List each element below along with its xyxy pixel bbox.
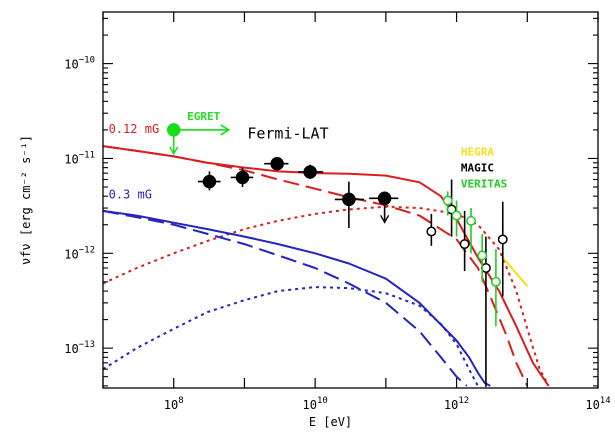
tick-exponent: −11 bbox=[79, 150, 95, 160]
filled-marker bbox=[202, 174, 217, 189]
open-marker bbox=[466, 215, 476, 226]
tick-exponent: −12 bbox=[79, 245, 95, 255]
filled-marker bbox=[270, 156, 284, 171]
series-line-6 bbox=[502, 256, 529, 287]
tick-exponent: −10 bbox=[79, 56, 95, 66]
data-point-16 bbox=[490, 249, 501, 327]
filled-marker bbox=[166, 123, 181, 137]
filled-marker bbox=[342, 192, 356, 207]
plot-frame bbox=[102, 11, 599, 389]
model-curves bbox=[102, 145, 550, 387]
data-point-4 bbox=[297, 164, 324, 179]
open-marker bbox=[451, 210, 462, 221]
tick-base: 10 bbox=[302, 398, 316, 412]
tick-base: 10 bbox=[64, 247, 78, 261]
tick-exponent: −13 bbox=[79, 340, 95, 350]
data-point-2 bbox=[230, 167, 254, 188]
tick-base: 10 bbox=[64, 58, 78, 72]
tick-base: 10 bbox=[585, 398, 599, 412]
tick-exponent: 8 bbox=[178, 396, 183, 406]
x-tick-label: 1010 bbox=[302, 396, 327, 412]
instrument-label: VERITAS bbox=[461, 177, 507, 190]
data-point-12 bbox=[442, 191, 453, 216]
curve-label: 0.12 mG bbox=[109, 122, 160, 136]
tick-base: 10 bbox=[444, 398, 458, 412]
series-line-2 bbox=[102, 205, 550, 387]
x-tick-label: 1014 bbox=[585, 396, 610, 412]
instrument-label: MAGIC bbox=[461, 161, 494, 174]
data-point-6 bbox=[369, 191, 399, 224]
series-line-3 bbox=[102, 209, 491, 387]
upper-limit-arrow-icon bbox=[169, 146, 179, 156]
tick-base: 10 bbox=[64, 152, 78, 166]
data-points bbox=[166, 123, 508, 387]
upper-limit-arrow-icon bbox=[379, 214, 390, 224]
data-point-14 bbox=[466, 208, 476, 254]
open-marker bbox=[459, 239, 470, 250]
tick-base: 10 bbox=[64, 342, 78, 356]
y-tick-label: 10−12 bbox=[64, 245, 95, 261]
data-point-8 bbox=[446, 179, 457, 237]
x-tick-label: 1012 bbox=[444, 396, 469, 412]
data-point-3 bbox=[264, 156, 289, 171]
instrument-label: EGRET bbox=[187, 110, 220, 123]
axis-ticks bbox=[102, 12, 599, 388]
open-marker bbox=[426, 226, 437, 237]
data-point-5 bbox=[334, 181, 364, 228]
x-axis-label: E [eV] bbox=[309, 415, 352, 429]
open-marker bbox=[477, 250, 488, 261]
filled-marker bbox=[235, 170, 250, 185]
open-marker bbox=[442, 195, 453, 206]
data-point-15 bbox=[477, 233, 488, 282]
open-marker bbox=[490, 276, 501, 287]
series-line-5 bbox=[102, 286, 479, 387]
filled-marker bbox=[303, 165, 317, 179]
open-marker bbox=[480, 263, 491, 273]
y-tick-label: 10−11 bbox=[64, 150, 95, 166]
data-point-11 bbox=[497, 201, 508, 297]
data-point-13 bbox=[451, 200, 462, 237]
x-arrow-icon bbox=[220, 124, 231, 136]
data-point-9 bbox=[459, 210, 470, 272]
instrument-label: HEGRA bbox=[461, 145, 494, 158]
filled-marker bbox=[377, 191, 392, 206]
y-tick-label: 10−10 bbox=[64, 56, 95, 72]
x-tick-label: 108 bbox=[164, 396, 184, 412]
tick-exponent: 14 bbox=[600, 396, 611, 406]
tick-exponent: 10 bbox=[317, 396, 328, 406]
data-point-1 bbox=[197, 171, 221, 191]
y-tick-label: 10−13 bbox=[64, 340, 95, 356]
y-axis-label: νfν [erg cm⁻² s⁻¹] bbox=[19, 135, 33, 265]
tick-exponent: 12 bbox=[458, 396, 469, 406]
tick-base: 10 bbox=[164, 398, 178, 412]
instrument-label: Fermi-LAT bbox=[247, 125, 328, 143]
series-line-4 bbox=[102, 209, 468, 387]
open-marker bbox=[497, 234, 508, 245]
curve-label: 0.3 mG bbox=[109, 187, 152, 201]
data-point-0 bbox=[166, 123, 231, 156]
data-point-7 bbox=[426, 213, 437, 246]
